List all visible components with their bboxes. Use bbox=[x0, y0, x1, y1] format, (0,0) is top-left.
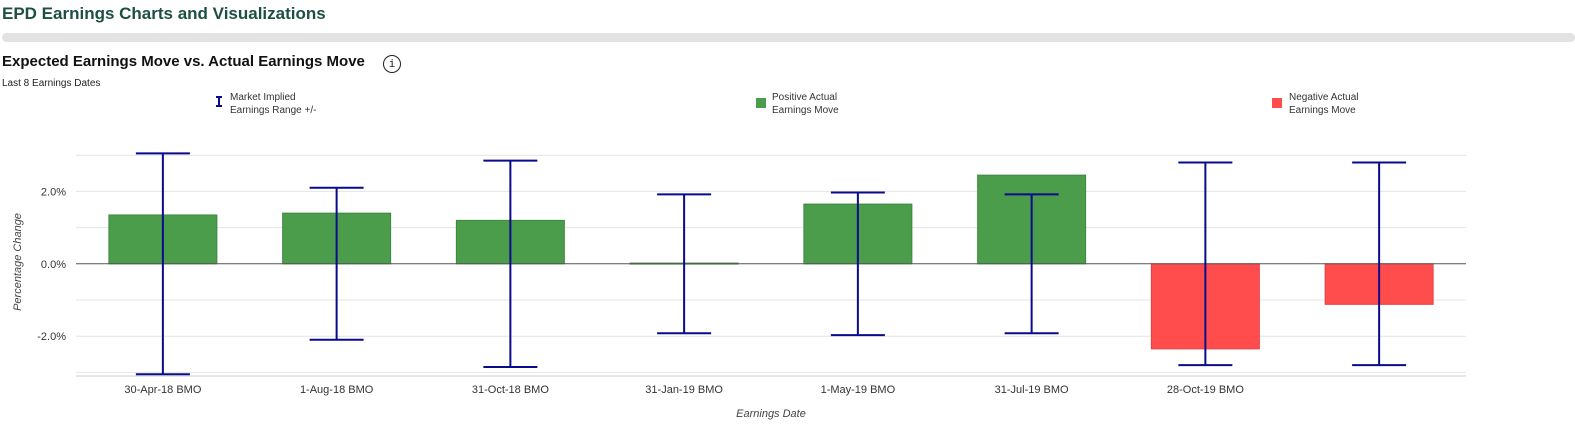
x-tick-label: 31-Oct-18 BMO bbox=[472, 384, 549, 396]
page-title: EPD Earnings Charts and Visualizations bbox=[2, 4, 326, 23]
implied-range-errorbar-2 bbox=[483, 159, 538, 368]
implied-range-errorbar-6 bbox=[1178, 161, 1233, 367]
legend-negative-swatch bbox=[1272, 98, 1282, 108]
y-tick-label: 2.0% bbox=[41, 186, 66, 198]
title-divider-bar bbox=[2, 33, 1575, 42]
legend-range-label-line2: Earnings Range +/- bbox=[230, 105, 316, 116]
x-tick-label: 31-Jul-19 BMO bbox=[995, 384, 1069, 396]
y-tick-label: -2.0% bbox=[37, 331, 66, 343]
y-tick-label: 0.0% bbox=[41, 259, 66, 271]
implied-range-errorbar-3 bbox=[657, 193, 712, 335]
implied-range-errorbar-4 bbox=[830, 191, 885, 337]
x-tick-label: 28-Oct-19 BMO bbox=[1167, 384, 1244, 396]
legend-positive-label-line1: Positive Actual bbox=[772, 92, 837, 103]
x-tick-label: 1-May-19 BMO bbox=[821, 384, 896, 396]
x-tick-label: 1-Aug-18 BMO bbox=[300, 384, 374, 396]
chart-subtitle: Last 8 Earnings Dates bbox=[2, 78, 101, 89]
info-icon[interactable]: i bbox=[383, 55, 401, 73]
y-axis-title: Percentage Change bbox=[12, 213, 24, 311]
implied-range-errorbar-1 bbox=[309, 186, 364, 341]
legend-negative-label-line2: Earnings Move bbox=[1289, 105, 1356, 116]
x-tick-label: 31-Jan-19 BMO bbox=[645, 384, 723, 396]
legend-range-label-line1: Market Implied bbox=[230, 92, 296, 103]
legend-negative-label-line1: Negative Actual bbox=[1289, 92, 1359, 103]
implied-range-errorbar-5 bbox=[1004, 193, 1059, 335]
x-axis-title: Earnings Date bbox=[736, 408, 806, 420]
legend-positive-swatch bbox=[756, 98, 766, 108]
x-tick-label: 30-Apr-18 BMO bbox=[124, 384, 201, 396]
chart-title: Expected Earnings Move vs. Actual Earnin… bbox=[2, 53, 365, 70]
implied-range-errorbar-7 bbox=[1352, 161, 1407, 367]
legend-positive-label-line2: Earnings Move bbox=[772, 105, 839, 116]
implied-range-errorbar-0 bbox=[135, 152, 190, 376]
